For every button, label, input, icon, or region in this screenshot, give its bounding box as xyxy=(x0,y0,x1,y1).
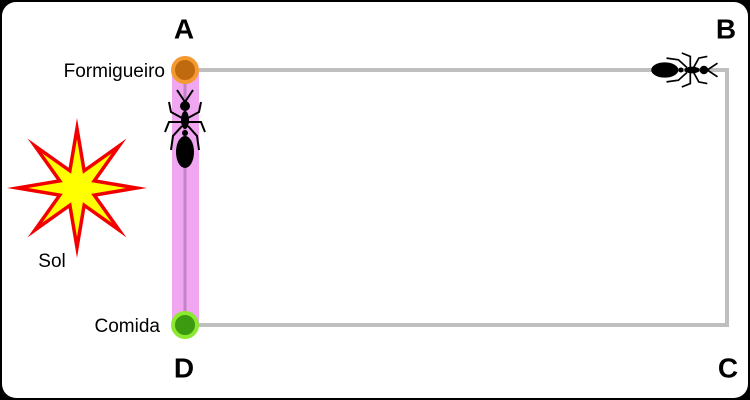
corner-label: C xyxy=(718,352,738,383)
nest-node xyxy=(171,56,199,84)
sun-inner xyxy=(28,139,127,237)
sun-label: Sol xyxy=(38,251,65,272)
nest-label: Formigueiro xyxy=(64,61,165,82)
corner-label: A xyxy=(174,13,194,44)
corner-label: B xyxy=(716,13,736,44)
food-label: Comida xyxy=(95,316,161,337)
corner-label: D xyxy=(174,352,194,383)
food-node xyxy=(171,311,199,339)
path-abcd xyxy=(185,68,729,327)
